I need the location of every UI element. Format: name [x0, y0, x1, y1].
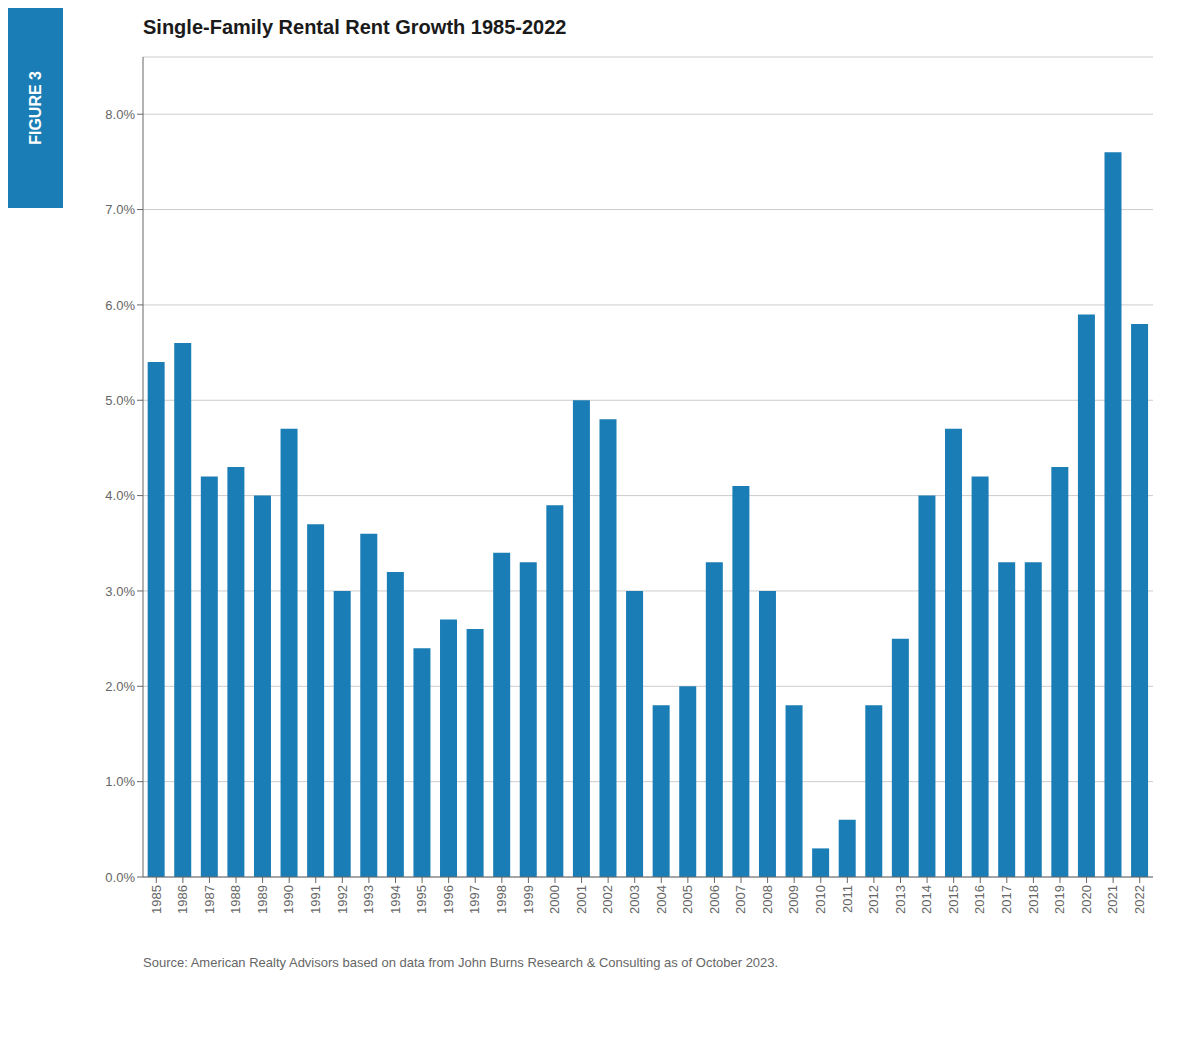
svg-text:8.0%: 8.0% [105, 107, 135, 122]
svg-text:0.0%: 0.0% [105, 870, 135, 885]
svg-text:2022: 2022 [1132, 885, 1147, 914]
svg-text:7.0%: 7.0% [105, 202, 135, 217]
svg-text:2003: 2003 [627, 885, 642, 914]
svg-text:6.0%: 6.0% [105, 298, 135, 313]
html-text:Single-Family Rental Rent Grow: Single-Family Rental Rent Growth 1985-20… [143, 16, 567, 38]
svg-text:2002: 2002 [600, 885, 615, 914]
html-text:FIGURE 3: FIGURE 3 [26, 71, 44, 145]
svg-text:1994: 1994 [388, 885, 403, 914]
svg-text:1988: 1988 [228, 885, 243, 914]
svg-text:2.0%: 2.0% [105, 679, 135, 694]
svg-text:2017: 2017 [999, 885, 1014, 914]
svg-text:2016: 2016 [972, 885, 987, 914]
html-text:Source: American Realty Adviso: Source: American Realty Advisors based o… [143, 955, 779, 970]
svg-text:2008: 2008 [760, 885, 775, 914]
svg-text:2005: 2005 [680, 885, 695, 914]
svg-text:2012: 2012 [866, 885, 881, 914]
svg-text:1990: 1990 [281, 885, 296, 914]
svg-text:2004: 2004 [654, 885, 669, 914]
svg-text:2010: 2010 [813, 885, 828, 914]
svg-text:1.0%: 1.0% [105, 774, 135, 789]
svg-text:2018: 2018 [1026, 885, 1041, 914]
svg-text:2000: 2000 [547, 885, 562, 914]
svg-text:1997: 1997 [467, 885, 482, 914]
svg-text:5.0%: 5.0% [105, 393, 135, 408]
svg-text:2021: 2021 [1105, 885, 1120, 914]
svg-text:1998: 1998 [494, 885, 509, 914]
svg-text:2007: 2007 [733, 885, 748, 914]
svg-text:4.0%: 4.0% [105, 488, 135, 503]
svg-text:1993: 1993 [361, 885, 376, 914]
svg-text:2019: 2019 [1052, 885, 1067, 914]
svg-text:1986: 1986 [175, 885, 190, 914]
svg-text:2011: 2011 [840, 885, 855, 913]
svg-text:1992: 1992 [335, 885, 350, 914]
svg-text:1987: 1987 [202, 885, 217, 914]
svg-text:3.0%: 3.0% [105, 584, 135, 599]
svg-text:2013: 2013 [893, 885, 908, 914]
svg-text:2015: 2015 [946, 885, 961, 914]
svg-text:1995: 1995 [414, 885, 429, 914]
svg-text:1991: 1991 [308, 885, 323, 914]
svg-text:2014: 2014 [919, 885, 934, 914]
svg-text:2020: 2020 [1079, 885, 1094, 914]
svg-text:2001: 2001 [574, 885, 589, 914]
svg-text:1996: 1996 [441, 885, 456, 914]
svg-text:1999: 1999 [521, 885, 536, 914]
svg-text:1989: 1989 [255, 885, 270, 914]
svg-text:2009: 2009 [786, 885, 801, 914]
svg-text:2006: 2006 [707, 885, 722, 914]
svg-text:1985: 1985 [149, 885, 164, 914]
